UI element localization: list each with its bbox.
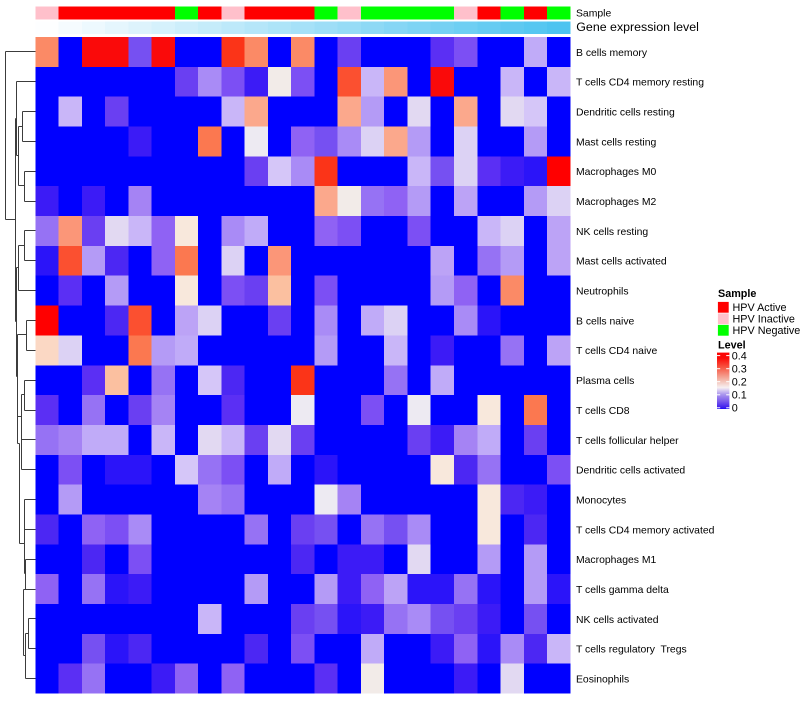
svg-text:0.4: 0.4: [732, 350, 747, 362]
svg-text:HPV Inactive: HPV Inactive: [733, 314, 795, 326]
svg-text:Macrophages M1: Macrophages M1: [576, 555, 657, 566]
svg-text:HPV Active: HPV Active: [733, 302, 787, 314]
svg-text:Dendritic cells activated: Dendritic cells activated: [576, 466, 685, 477]
svg-text:HPV Negative: HPV Negative: [733, 325, 800, 337]
svg-text:T cells follicular helper: T cells follicular helper: [576, 436, 679, 447]
svg-text:Eosinophils: Eosinophils: [576, 674, 629, 685]
svg-text:T cells CD8: T cells CD8: [576, 406, 630, 417]
svg-text:Neutrophils: Neutrophils: [576, 287, 629, 298]
svg-text:Mast cells resting: Mast cells resting: [576, 137, 656, 148]
svg-text:Plasma cells: Plasma cells: [576, 376, 634, 387]
svg-text:T cells regulatory Tregs: T cells regulatory Tregs: [576, 645, 687, 656]
svg-text:T cells CD4 memory activated: T cells CD4 memory activated: [576, 525, 715, 536]
svg-text:Sample: Sample: [718, 288, 756, 300]
svg-text:T cells gamma delta: T cells gamma delta: [576, 585, 669, 596]
svg-text:Macrophages M2: Macrophages M2: [576, 197, 657, 208]
svg-text:0.1: 0.1: [732, 390, 747, 402]
svg-text:Gene expression level: Gene expression level: [576, 20, 699, 34]
svg-text:Monocytes: Monocytes: [576, 495, 626, 506]
svg-text:0.2: 0.2: [732, 377, 747, 389]
svg-text:T cells CD4 memory resting: T cells CD4 memory resting: [576, 78, 704, 89]
svg-text:T cells CD4 naive: T cells CD4 naive: [576, 346, 657, 357]
svg-text:NK cells activated: NK cells activated: [576, 615, 659, 626]
svg-text:Macrophages M0: Macrophages M0: [576, 167, 657, 178]
svg-text:0: 0: [732, 403, 738, 415]
svg-text:Sample: Sample: [576, 9, 611, 20]
svg-text:NK cells resting: NK cells resting: [576, 227, 648, 238]
svg-text:B cells memory: B cells memory: [576, 48, 648, 59]
svg-text:Mast cells activated: Mast cells activated: [576, 257, 667, 268]
svg-text:Dendritic cells resting: Dendritic cells resting: [576, 108, 675, 119]
svg-text:B cells naive: B cells naive: [576, 316, 635, 327]
svg-text:0.3: 0.3: [732, 364, 747, 376]
